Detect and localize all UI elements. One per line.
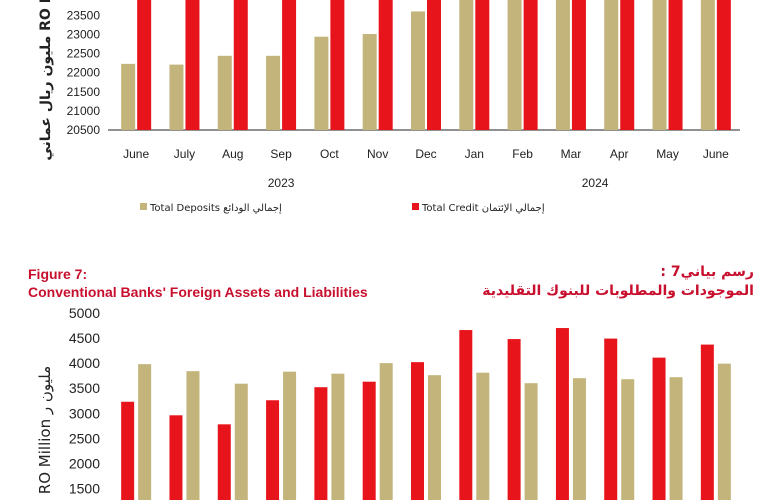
bar-foreign-assets bbox=[700, 344, 714, 500]
y-tick-label: 23000 bbox=[67, 27, 101, 41]
legend-swatch-credit bbox=[412, 203, 419, 210]
bar-total-deposits bbox=[555, 0, 570, 130]
bar-foreign-liabilities bbox=[524, 383, 538, 500]
year-label: 2023 bbox=[268, 176, 295, 190]
y-tick-label: 5000 bbox=[69, 305, 100, 321]
bar-foreign-liabilities bbox=[621, 379, 635, 500]
bar-total-credit bbox=[427, 0, 441, 130]
bar-foreign-assets bbox=[604, 338, 618, 500]
bar-foreign-liabilities bbox=[283, 371, 297, 500]
bar-foreign-assets bbox=[314, 387, 328, 500]
bar-total-credit bbox=[233, 0, 248, 130]
bar-total-deposits bbox=[169, 64, 184, 130]
y-tick-label: 2500 bbox=[69, 430, 100, 446]
bar-total-deposits bbox=[314, 36, 329, 130]
bar-total-deposits bbox=[700, 0, 715, 130]
year-label: 2024 bbox=[582, 176, 609, 190]
bar-foreign-assets bbox=[555, 328, 569, 500]
bar-total-deposits bbox=[507, 0, 522, 130]
y-tick-label: 4000 bbox=[69, 355, 100, 371]
bar-foreign-liabilities bbox=[331, 373, 345, 500]
x-tick-label: Sep bbox=[270, 147, 292, 161]
x-tick-label: Dec bbox=[415, 147, 436, 161]
y-tick-label: 21500 bbox=[67, 85, 101, 99]
bar-total-credit bbox=[475, 0, 490, 130]
bar-total-credit bbox=[716, 0, 731, 130]
bar-foreign-assets bbox=[459, 330, 473, 500]
chart-foreign-assets-liabilities: 1500 2000 2500 3000 3500 4000 4500 5000 RO Milli… bbox=[36, 305, 731, 500]
y-tick-label: 22000 bbox=[67, 66, 101, 80]
y-tick-label: 3500 bbox=[69, 380, 100, 396]
bar-foreign-assets bbox=[121, 401, 135, 500]
bar-foreign-liabilities bbox=[379, 363, 393, 500]
bar-foreign-liabilities bbox=[186, 371, 200, 500]
bar-foreign-liabilities bbox=[669, 377, 683, 500]
y-tick-label: 21000 bbox=[67, 104, 101, 118]
bar-total-deposits bbox=[652, 0, 667, 130]
legend-label-deposits: Total Deposits إجمالي الودائع bbox=[149, 203, 282, 214]
x-tick-label: June bbox=[123, 147, 149, 161]
y-axis-label: RO Million مليون ر bbox=[36, 366, 54, 494]
bar-foreign-assets bbox=[169, 415, 183, 500]
x-tick-label: Aug bbox=[222, 147, 243, 161]
bar-total-credit bbox=[668, 0, 683, 130]
bar-total-deposits bbox=[459, 0, 474, 130]
bar-foreign-assets bbox=[217, 424, 231, 500]
bar-total-deposits bbox=[217, 55, 232, 130]
bar-total-credit bbox=[378, 0, 393, 130]
y-axis-label: مليون ريال عماني RO M bbox=[38, 0, 54, 161]
bar-total-deposits bbox=[362, 34, 377, 130]
bar-foreign-liabilities bbox=[138, 364, 152, 500]
y-tick-label: 4500 bbox=[69, 330, 100, 346]
bar-foreign-assets bbox=[362, 381, 376, 500]
bar-total-credit bbox=[523, 0, 538, 130]
bar-total-deposits bbox=[604, 0, 619, 130]
x-tick-label: Nov bbox=[367, 147, 388, 161]
bar-foreign-liabilities bbox=[572, 378, 586, 500]
x-tick-label: Mar bbox=[561, 147, 582, 161]
bar-foreign-liabilities bbox=[476, 372, 490, 500]
bar-foreign-liabilities bbox=[717, 363, 731, 500]
legend-swatch-deposits bbox=[140, 203, 147, 210]
bar-foreign-assets bbox=[266, 400, 280, 500]
y-tick-label: 20500 bbox=[67, 123, 101, 137]
x-tick-label: June bbox=[703, 147, 729, 161]
y-tick-label: 3000 bbox=[69, 405, 100, 421]
legend-label-credit: Total Credit إجمالي الإئتمان bbox=[421, 203, 545, 214]
bar-total-credit bbox=[620, 0, 635, 130]
figure-7-title-ar-line2: الموجودات والمطلوبات للبنوك التقليدية bbox=[482, 283, 754, 299]
bar-total-credit bbox=[571, 0, 586, 130]
bar-foreign-liabilities bbox=[234, 383, 248, 500]
y-tick-label: 23500 bbox=[67, 8, 101, 22]
x-tick-label: July bbox=[174, 147, 195, 161]
x-tick-label: May bbox=[656, 147, 679, 161]
bar-foreign-assets bbox=[507, 339, 521, 500]
bar-total-deposits bbox=[411, 11, 425, 130]
bar-foreign-assets bbox=[411, 362, 424, 500]
chart-deposits-credit: 20500 21000 21500 22000 22500 23000 23500 مليون… bbox=[38, 0, 740, 214]
x-tick-label: Oct bbox=[320, 147, 339, 161]
figure-7-title-en-line1: Figure 7: bbox=[28, 266, 88, 282]
bar-total-deposits bbox=[121, 63, 136, 131]
bar-total-credit bbox=[330, 0, 345, 130]
bar-foreign-liabilities bbox=[428, 375, 441, 500]
bar-total-credit bbox=[137, 0, 152, 130]
figure-7-title-ar-line1: رسم بياني7 : bbox=[660, 264, 754, 280]
x-tick-label: Jan bbox=[465, 147, 484, 161]
y-tick-label: 2000 bbox=[69, 455, 100, 471]
bar-total-credit bbox=[282, 0, 297, 130]
y-tick-label: 1500 bbox=[69, 481, 100, 497]
bar-total-credit bbox=[185, 0, 200, 130]
bar-total-deposits bbox=[266, 55, 281, 130]
x-tick-label: Feb bbox=[512, 147, 533, 161]
bar-foreign-assets bbox=[652, 357, 666, 500]
x-tick-label: Apr bbox=[610, 147, 629, 161]
figure-7-title-en-line2: Conventional Banks' Foreign Assets and L… bbox=[28, 284, 368, 300]
y-tick-label: 22500 bbox=[67, 47, 101, 61]
